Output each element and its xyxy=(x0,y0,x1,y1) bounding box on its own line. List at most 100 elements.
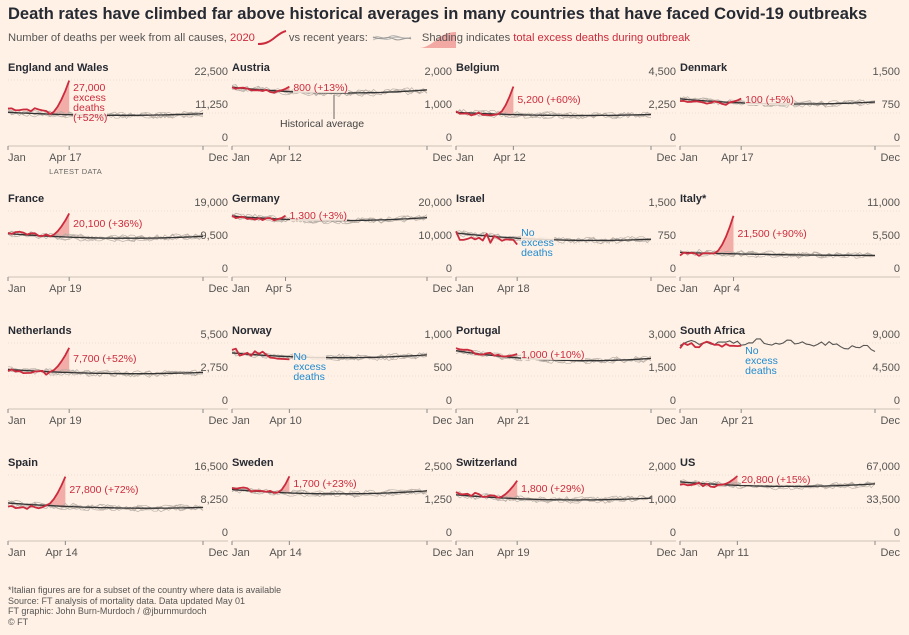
historical-average-line xyxy=(455,494,652,501)
x-tick-label-end: Dec xyxy=(208,415,228,427)
excess-deaths-shading xyxy=(50,347,70,373)
panel-title: Spain xyxy=(8,457,38,469)
panel-italy: Italy* 11,000 5,500 0 Jan Apr 4 21,500 (+90%) xyxy=(679,193,900,321)
excess-deaths-annotation: 1,000 (+10%) xyxy=(521,348,585,361)
y-tick-label: 0 xyxy=(893,263,900,275)
copyright-note: © FT xyxy=(8,616,29,627)
legend-text-1: Number of deaths per week from all cause… xyxy=(8,32,227,44)
excess-deaths-shading xyxy=(498,86,514,115)
panel-title: Sweden xyxy=(232,457,274,469)
excess-deaths-annotation: 20,800 (+15%) xyxy=(741,473,811,486)
x-tick-label-end: Dec xyxy=(880,152,900,164)
y-tick-label: 4,500 xyxy=(872,362,900,374)
x-tick-label: Jan xyxy=(232,283,250,295)
y-tick-label: 11,250 xyxy=(195,99,228,111)
y-tick-label: 1,000 xyxy=(648,494,676,506)
x-tick-label: Jan xyxy=(8,415,26,427)
panel-title: US xyxy=(680,457,696,469)
excess-deaths-shading xyxy=(277,476,290,493)
y-tick-label: 0 xyxy=(445,132,452,144)
excess-deaths-shading xyxy=(722,476,738,486)
y-tick-label: 0 xyxy=(445,263,452,275)
historical-series-line xyxy=(231,350,428,361)
y-tick-label: 5,500 xyxy=(200,329,228,341)
y-tick-label: 0 xyxy=(669,395,676,407)
panel-plot xyxy=(231,79,452,150)
y-tick-label: 0 xyxy=(221,263,228,275)
y-tick-label: 2,500 xyxy=(424,461,452,473)
legend-historical-lines-icon xyxy=(372,35,412,41)
y-tick-label: 67,000 xyxy=(866,461,900,473)
current-year-line xyxy=(7,476,67,510)
x-tick-label-end: Dec xyxy=(208,152,228,164)
x-tick-label: Jan xyxy=(456,283,474,295)
panel-plot xyxy=(679,210,900,281)
y-tick-label: 20,000 xyxy=(418,197,452,209)
historical-average-line xyxy=(455,350,652,362)
panel-title: Denmark xyxy=(680,62,728,74)
panel-belgium: Belgium 4,500 2,250 0 Jan Apr 12 Dec 5,200 (+60… xyxy=(455,62,676,190)
panel-portugal: Portugal 3,000 1,500 0 Jan Apr 21 Dec 1,000 (+1… xyxy=(455,325,676,453)
panel-netherlands: Netherlands 5,500 2,750 0 Jan Apr 19 Dec 7,700 … xyxy=(7,325,228,453)
panel-israel: Israel 1,500 750 0 Jan Apr 18 Dec No excess death… xyxy=(455,193,676,321)
footer: *Italian figures are for a subset of the… xyxy=(8,585,281,627)
panel-title: Israel xyxy=(456,193,485,205)
x-tick-label-latest: Apr 17 xyxy=(721,152,754,164)
current-year-line xyxy=(231,347,290,361)
panel-plot xyxy=(455,79,676,150)
current-year-line xyxy=(455,480,518,499)
y-tick-label: 2,750 xyxy=(200,362,228,374)
panel-title: Austria xyxy=(232,62,270,74)
panel-plot xyxy=(231,474,452,545)
legend-shading-icon xyxy=(419,32,456,48)
y-tick-label: 750 xyxy=(657,230,676,242)
panel-england-and-wales: England and Wales 22,500 11,250 0 Jan Apr 17 D… xyxy=(7,62,228,190)
excess-deaths-shading xyxy=(50,213,70,238)
current-year-line xyxy=(679,475,738,489)
y-tick-label: 33,500 xyxy=(866,494,900,506)
chart-title: Death rates have climbed far above histo… xyxy=(8,5,868,23)
y-tick-label: 5,500 xyxy=(872,230,900,242)
y-tick-label: 1,500 xyxy=(648,197,676,209)
panel-title: Belgium xyxy=(456,62,500,74)
current-year-line xyxy=(7,347,70,376)
y-tick-label: 1,500 xyxy=(648,362,676,374)
panel-title: Norway xyxy=(232,325,272,337)
panel-title: South Africa xyxy=(680,325,745,337)
x-tick-label-latest: Apr 21 xyxy=(721,415,754,427)
excess-deaths-annotation: 100 (+5%) xyxy=(745,93,794,106)
excess-deaths-shading xyxy=(498,480,518,499)
y-tick-label: 2,250 xyxy=(648,99,676,111)
x-tick-label: Jan xyxy=(8,547,26,559)
current-year-line xyxy=(679,215,735,257)
excess-deaths-annotation: 27,800 (+72%) xyxy=(69,484,139,497)
current-year-line xyxy=(231,85,290,94)
y-tick-label: 0 xyxy=(669,263,676,275)
y-tick-label: 0 xyxy=(893,395,900,407)
x-tick-label-end: Dec xyxy=(656,547,676,559)
historical-series-line xyxy=(679,249,876,259)
panel-south-africa: South Africa 9,000 4,500 0 Jan Apr 21 Dec No exc… xyxy=(679,325,900,453)
y-tick-label: 9,000 xyxy=(872,329,900,341)
panel-title: France xyxy=(8,193,45,205)
y-tick-label: 11,000 xyxy=(867,197,900,209)
historical-series-line xyxy=(7,500,204,513)
x-tick-label-latest: Apr 5 xyxy=(265,283,292,295)
credit-note: FT graphic: John Burn-Murdoch / @jburnmu… xyxy=(8,606,207,616)
panel-title: Germany xyxy=(232,193,280,205)
y-tick-label: 8,250 xyxy=(200,494,228,506)
excess-deaths-shading xyxy=(714,215,734,254)
x-tick-label-end: Dec xyxy=(432,547,452,559)
y-tick-label: 1,500 xyxy=(872,66,900,78)
y-tick-label: 9,500 xyxy=(200,230,228,242)
y-tick-label: 2,000 xyxy=(424,66,452,78)
current-year-line xyxy=(7,80,71,115)
panel-sweden: Sweden 2,500 1,250 0 Jan Apr 14 Dec 1,700 (+23%… xyxy=(231,457,452,585)
panel-norway: Norway 1,000 500 0 Jan Apr 10 Dec No excess death… xyxy=(231,325,452,453)
x-tick-label-end: Dec xyxy=(656,283,676,295)
y-tick-label: 0 xyxy=(221,132,228,144)
panel-us: US 67,000 33,500 0 Jan Apr 11 Dec 20,800 (+15%) xyxy=(679,457,900,585)
x-tick-label-latest: Apr 10 xyxy=(269,415,302,427)
x-tick-label-latest: Apr 4 xyxy=(713,283,740,295)
x-tick-label-latest: Apr 11 xyxy=(717,547,749,559)
